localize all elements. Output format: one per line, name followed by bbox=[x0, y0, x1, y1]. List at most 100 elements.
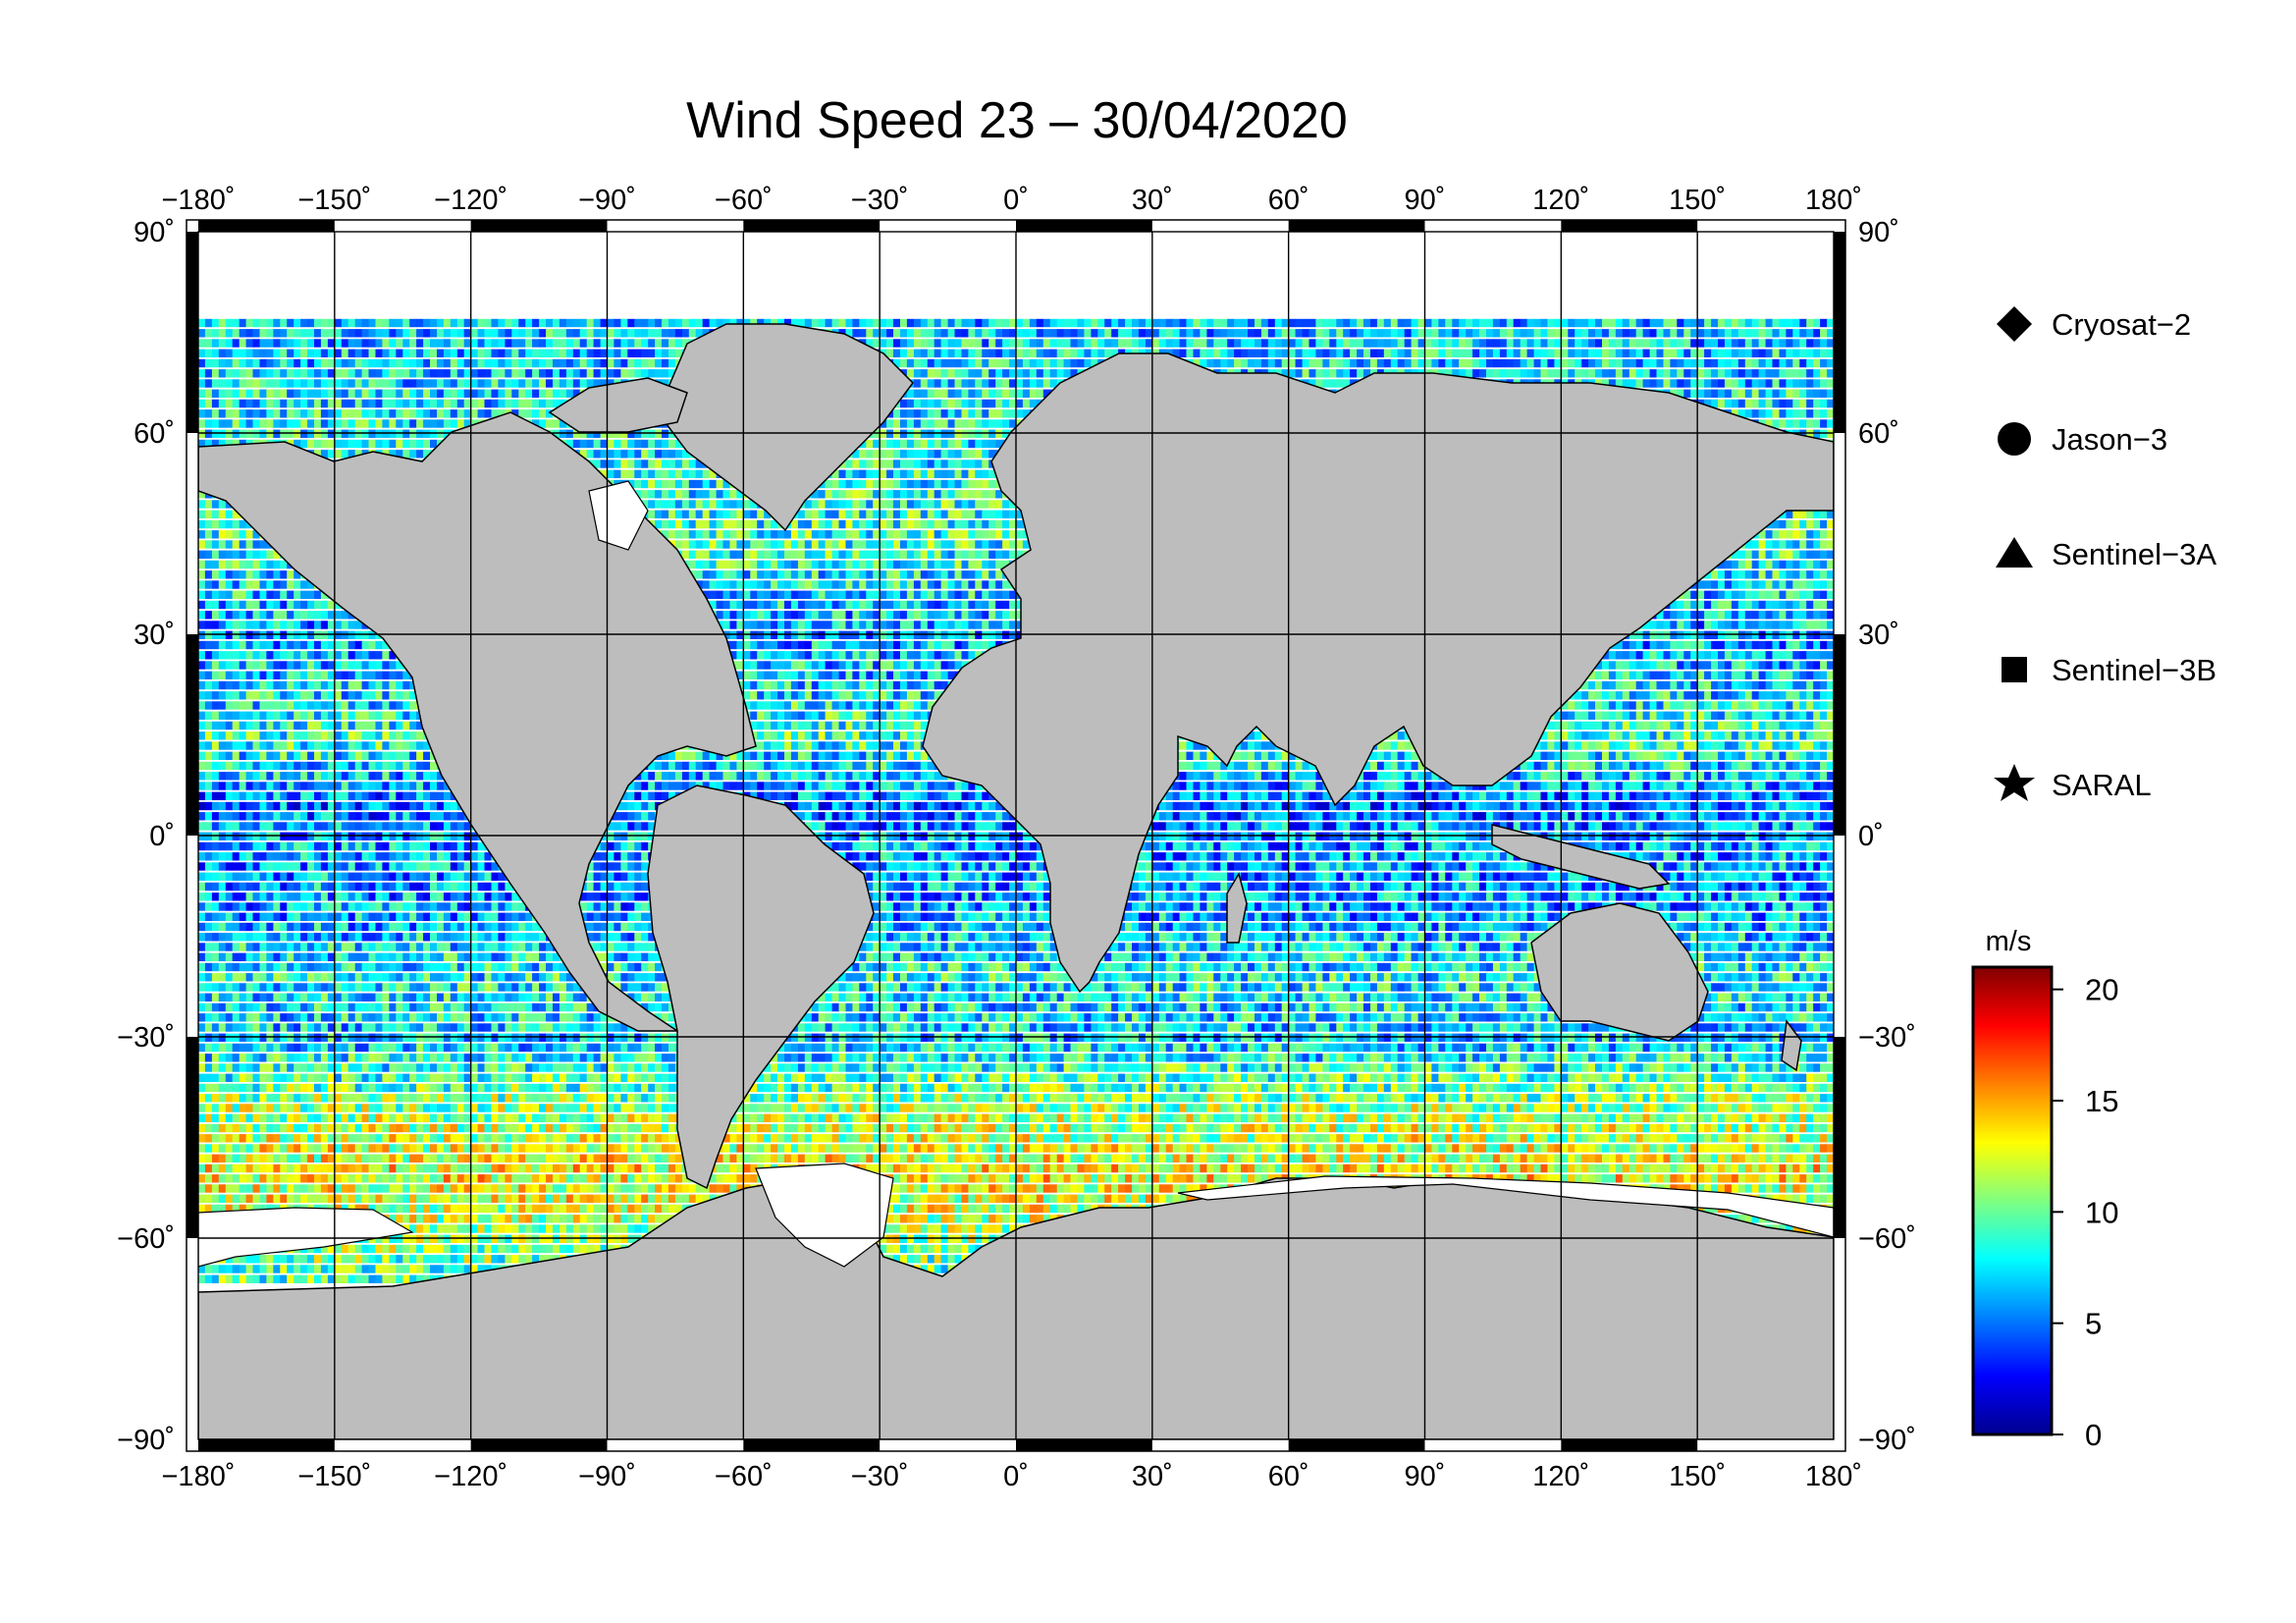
swath-cell bbox=[1704, 349, 1712, 357]
swath-cell bbox=[314, 379, 322, 388]
swath-cell bbox=[511, 339, 519, 348]
swath-cell bbox=[1635, 329, 1644, 338]
swath-cell bbox=[341, 389, 349, 398]
swath-cell bbox=[1302, 318, 1309, 328]
swath-cell bbox=[1663, 318, 1671, 328]
swath-cell bbox=[1084, 349, 1092, 357]
swath-cell bbox=[491, 339, 499, 348]
swath-cell bbox=[607, 450, 614, 459]
swath-cell bbox=[1772, 358, 1780, 368]
swath-cell bbox=[1193, 349, 1201, 357]
swath-cell bbox=[314, 429, 322, 438]
swath-cell bbox=[900, 469, 908, 478]
swath-cell bbox=[491, 318, 499, 328]
swath-cell bbox=[1656, 349, 1664, 357]
swath-cell bbox=[334, 429, 343, 438]
swath-cell bbox=[1363, 369, 1371, 378]
swath-cell bbox=[341, 369, 349, 378]
swath-cell bbox=[838, 500, 846, 509]
swath-cell bbox=[1554, 329, 1562, 338]
swath-cell bbox=[927, 349, 935, 357]
swath-cell bbox=[532, 329, 540, 338]
swath-cell bbox=[1813, 369, 1821, 378]
swath-cell bbox=[900, 439, 908, 449]
swath-cell bbox=[866, 439, 874, 449]
swath-cell bbox=[1635, 349, 1644, 357]
swath-cell bbox=[409, 450, 417, 459]
swath-cell bbox=[416, 349, 424, 357]
swath-cell bbox=[232, 379, 240, 388]
swath-cell bbox=[1357, 339, 1364, 348]
swath-cell bbox=[450, 369, 458, 378]
swath-cell bbox=[947, 460, 955, 468]
swath-cell bbox=[368, 318, 376, 328]
swath-cell bbox=[225, 389, 234, 398]
swath-cell bbox=[845, 329, 853, 338]
swath-cell bbox=[1813, 510, 1821, 518]
swath-cell bbox=[375, 329, 383, 338]
swath-cell bbox=[498, 379, 506, 388]
swath-cell bbox=[266, 389, 274, 398]
swath-cell bbox=[674, 349, 683, 357]
swath-cell bbox=[627, 318, 635, 328]
swath-cell bbox=[334, 450, 343, 459]
swath-cell bbox=[1751, 389, 1760, 398]
swath-cell bbox=[1737, 379, 1746, 388]
swath-cell bbox=[1383, 318, 1392, 328]
swath-cell bbox=[402, 358, 410, 368]
swath-cell bbox=[211, 419, 220, 428]
swath-cell bbox=[1506, 349, 1515, 357]
swath-cell bbox=[886, 429, 894, 438]
swath-cell bbox=[1704, 329, 1712, 338]
swath-cell bbox=[1820, 510, 1828, 518]
swath-cell bbox=[1779, 349, 1787, 357]
swath-cell bbox=[954, 409, 962, 418]
swath-cell bbox=[259, 379, 267, 388]
swath-cell bbox=[327, 429, 336, 438]
swath-cell bbox=[1486, 369, 1494, 378]
swath-cell bbox=[532, 318, 540, 328]
swath-cell bbox=[546, 339, 554, 348]
swath-cell bbox=[273, 419, 281, 428]
swath-cell bbox=[259, 369, 267, 378]
swath-cell bbox=[1547, 369, 1555, 378]
swath-cell bbox=[1683, 329, 1691, 338]
swath-cell bbox=[532, 358, 540, 368]
swath-cell bbox=[204, 369, 213, 378]
swath-cell bbox=[1806, 510, 1814, 518]
swath-cell bbox=[232, 389, 240, 398]
swath-cell bbox=[239, 419, 247, 428]
swath-cell bbox=[920, 450, 929, 459]
swath-cell bbox=[900, 460, 908, 468]
swath-cell bbox=[409, 399, 417, 408]
swath-cell bbox=[662, 469, 669, 478]
swath-cell bbox=[1731, 329, 1739, 338]
swath-cell bbox=[280, 369, 288, 378]
swath-cell bbox=[1288, 358, 1297, 368]
swath-cell bbox=[280, 429, 288, 438]
swath-cell bbox=[347, 399, 356, 408]
swath-cell bbox=[750, 318, 758, 328]
swath-cell bbox=[327, 409, 336, 418]
swath-cell bbox=[307, 379, 315, 388]
swath-cell bbox=[443, 409, 452, 418]
swath-cell bbox=[416, 369, 424, 378]
swath-cell bbox=[797, 510, 806, 518]
swath-cell bbox=[565, 439, 574, 449]
swath-cell bbox=[600, 469, 608, 478]
swath-cell bbox=[423, 419, 431, 428]
swath-cell bbox=[239, 429, 247, 438]
swath-cell bbox=[559, 329, 567, 338]
swath-cell bbox=[409, 419, 417, 428]
swath-cell bbox=[634, 450, 642, 459]
swath-cell bbox=[1097, 349, 1105, 357]
swath-cell bbox=[1357, 369, 1364, 378]
swath-cell bbox=[539, 339, 547, 348]
swath-cell bbox=[368, 329, 376, 338]
swath-cell bbox=[634, 318, 642, 328]
swath-cell bbox=[1452, 369, 1460, 378]
swath-cell bbox=[327, 399, 336, 408]
swath-cell bbox=[995, 510, 1003, 518]
swath-cell bbox=[662, 379, 669, 388]
swath-cell bbox=[1260, 339, 1269, 348]
